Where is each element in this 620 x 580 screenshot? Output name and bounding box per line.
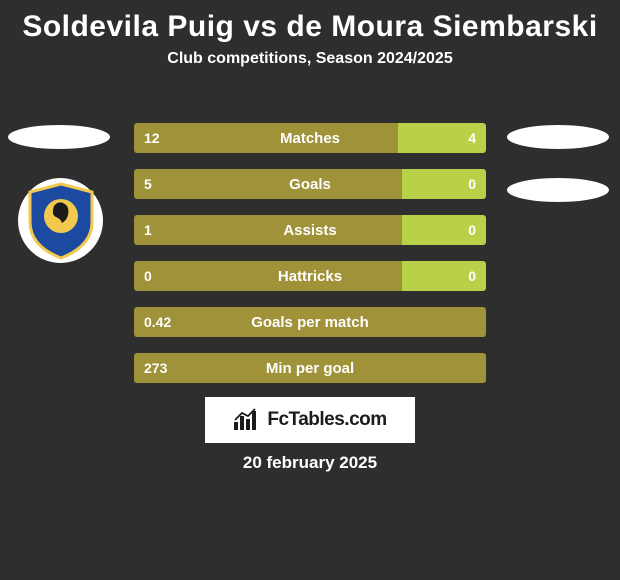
stat-bar-left <box>134 307 486 337</box>
stats-bars: 124Matches50Goals10Assists00Hattricks0.4… <box>134 123 486 399</box>
club-left-badge <box>18 178 103 263</box>
branding-badge: FcTables.com <box>205 397 415 443</box>
stat-row: 124Matches <box>134 123 486 153</box>
bar-chart-icon <box>233 408 259 432</box>
stat-value-right: 0 <box>458 261 486 291</box>
stat-row: 50Goals <box>134 169 486 199</box>
stat-bar-left <box>134 353 486 383</box>
player-left-photo-placeholder <box>8 125 110 149</box>
stat-value-right: 0 <box>458 215 486 245</box>
stat-value-right: 0 <box>458 169 486 199</box>
shield-icon <box>26 182 96 260</box>
stat-value-left: 0 <box>134 261 162 291</box>
stat-row: 00Hattricks <box>134 261 486 291</box>
stat-bar-left <box>134 261 402 291</box>
stat-bar-left <box>134 169 402 199</box>
stat-value-left: 0.42 <box>134 307 181 337</box>
branding-text: FcTables.com <box>267 409 386 431</box>
page-title: Soldevila Puig vs de Moura Siembarski <box>0 0 620 50</box>
stat-bar-left <box>134 215 402 245</box>
date-label: 20 february 2025 <box>0 453 620 473</box>
page-subtitle: Club competitions, Season 2024/2025 <box>0 50 620 88</box>
stat-row: 0.42Goals per match <box>134 307 486 337</box>
stat-row: 273Min per goal <box>134 353 486 383</box>
club-right-placeholder <box>507 178 609 202</box>
player-right-photo-placeholder <box>507 125 609 149</box>
stat-row: 10Assists <box>134 215 486 245</box>
stat-value-left: 12 <box>134 123 170 153</box>
stat-value-left: 1 <box>134 215 162 245</box>
stat-value-left: 273 <box>134 353 177 383</box>
stat-value-left: 5 <box>134 169 162 199</box>
stat-bar-left <box>134 123 398 153</box>
stat-value-right: 4 <box>458 123 486 153</box>
